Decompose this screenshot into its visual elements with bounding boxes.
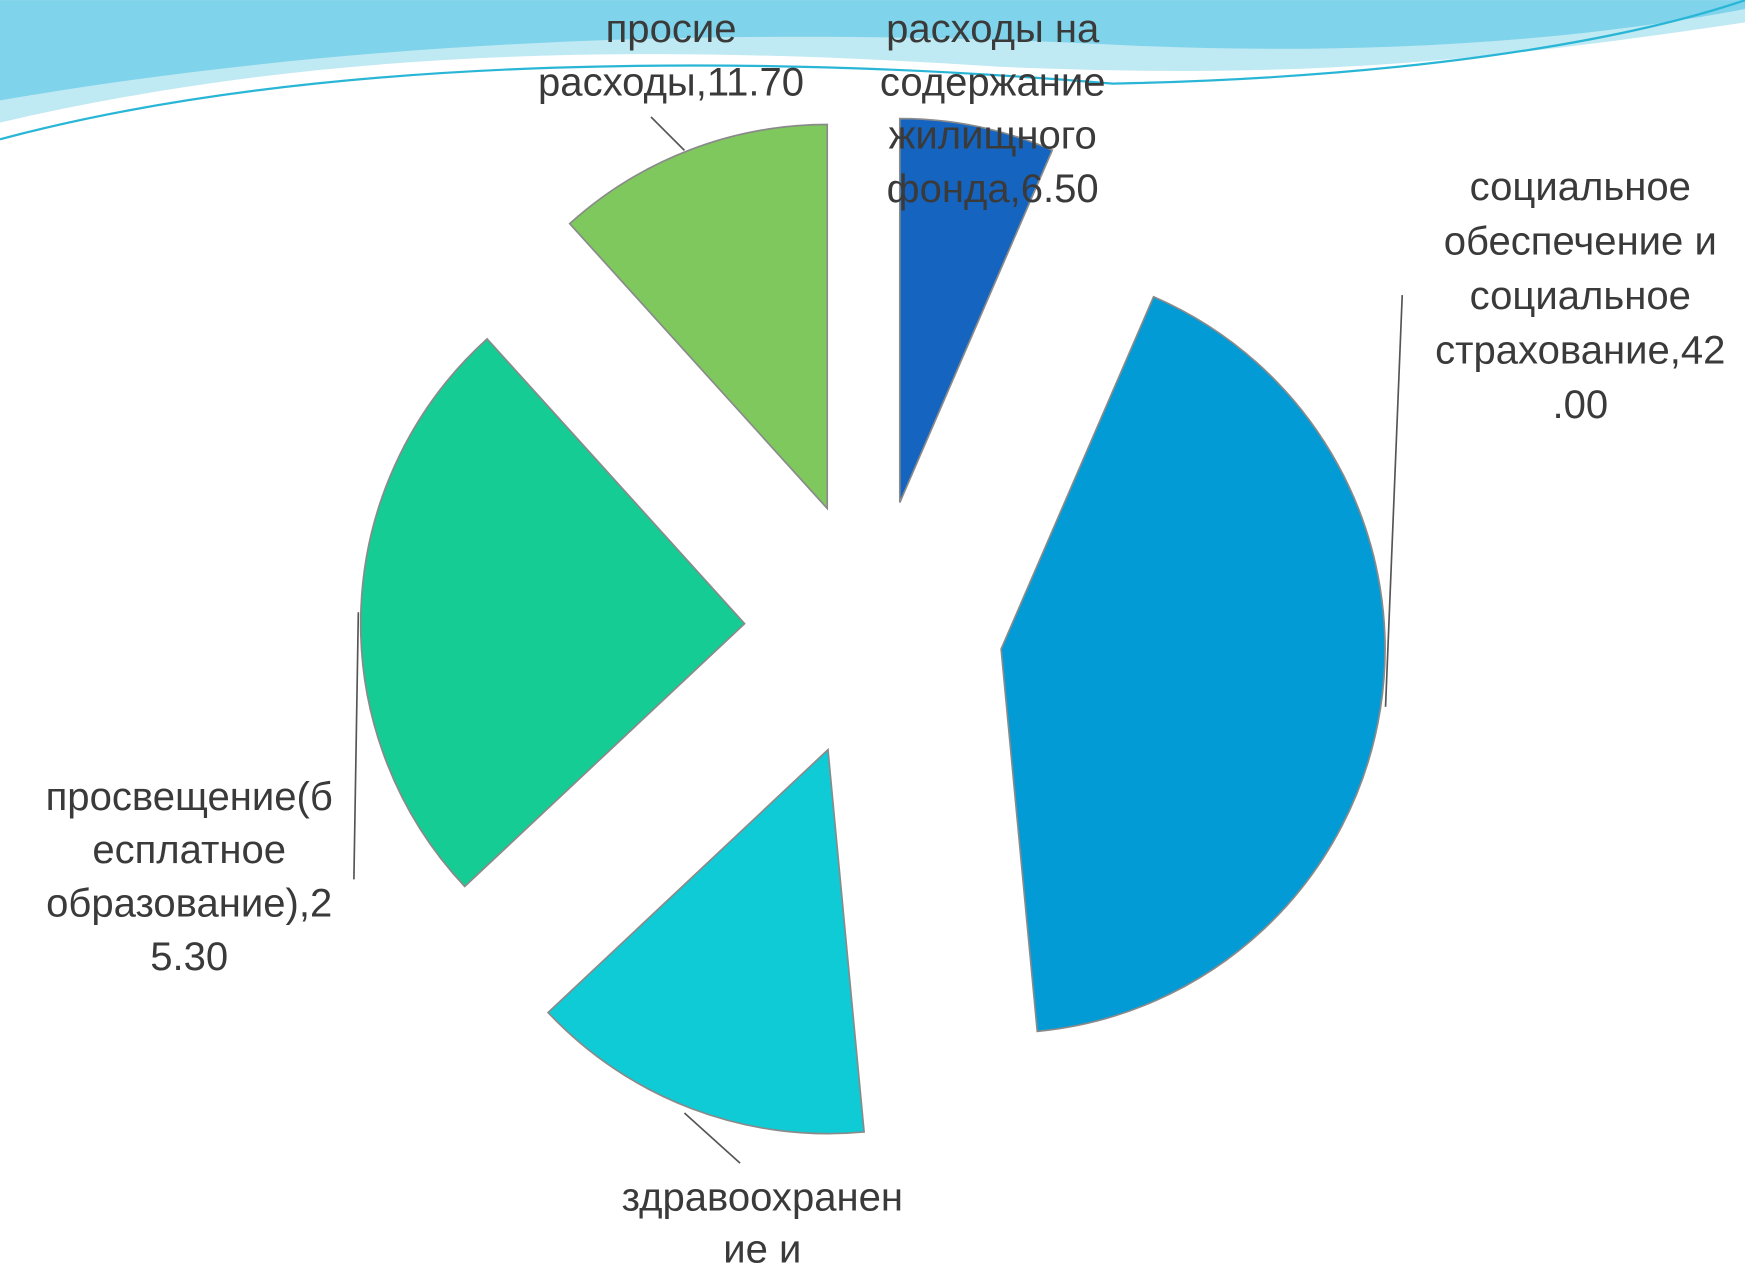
data-label: есплатное	[92, 828, 286, 872]
pie-slice	[568, 123, 829, 511]
data-label: ие и	[723, 1228, 801, 1269]
data-label: страхование,42	[1435, 329, 1725, 373]
data-label: жилищного	[889, 114, 1097, 158]
leader-line	[1384, 295, 1404, 707]
swoosh-line	[0, 0, 1745, 141]
data-label: обеспечение и	[1444, 219, 1717, 263]
pie-slice	[546, 747, 866, 1135]
data-label: образование),2	[46, 882, 332, 926]
data-label: просие	[606, 7, 737, 51]
pie-slice	[1000, 295, 1386, 1033]
data-label: социальное	[1470, 274, 1691, 318]
data-label: расходы,11.70	[538, 60, 804, 104]
data-label: 5.30	[150, 935, 228, 979]
data-label: социальное	[1470, 165, 1691, 209]
data-label: фонда,6.50	[887, 167, 1099, 211]
data-label: расходы на	[886, 7, 1100, 51]
data-label: содержание	[880, 60, 1106, 104]
leader-line	[683, 1112, 741, 1164]
slide-decoration	[0, 0, 1745, 141]
data-label: здравоохранен	[622, 1175, 903, 1219]
data-label: просвещение(б	[46, 775, 333, 819]
swoosh	[0, 0, 1745, 101]
data-label: .00	[1552, 383, 1608, 427]
leader-line	[353, 612, 360, 880]
leader-line	[650, 116, 686, 151]
pie-slice	[898, 117, 1054, 503]
pie-slice	[359, 337, 746, 888]
